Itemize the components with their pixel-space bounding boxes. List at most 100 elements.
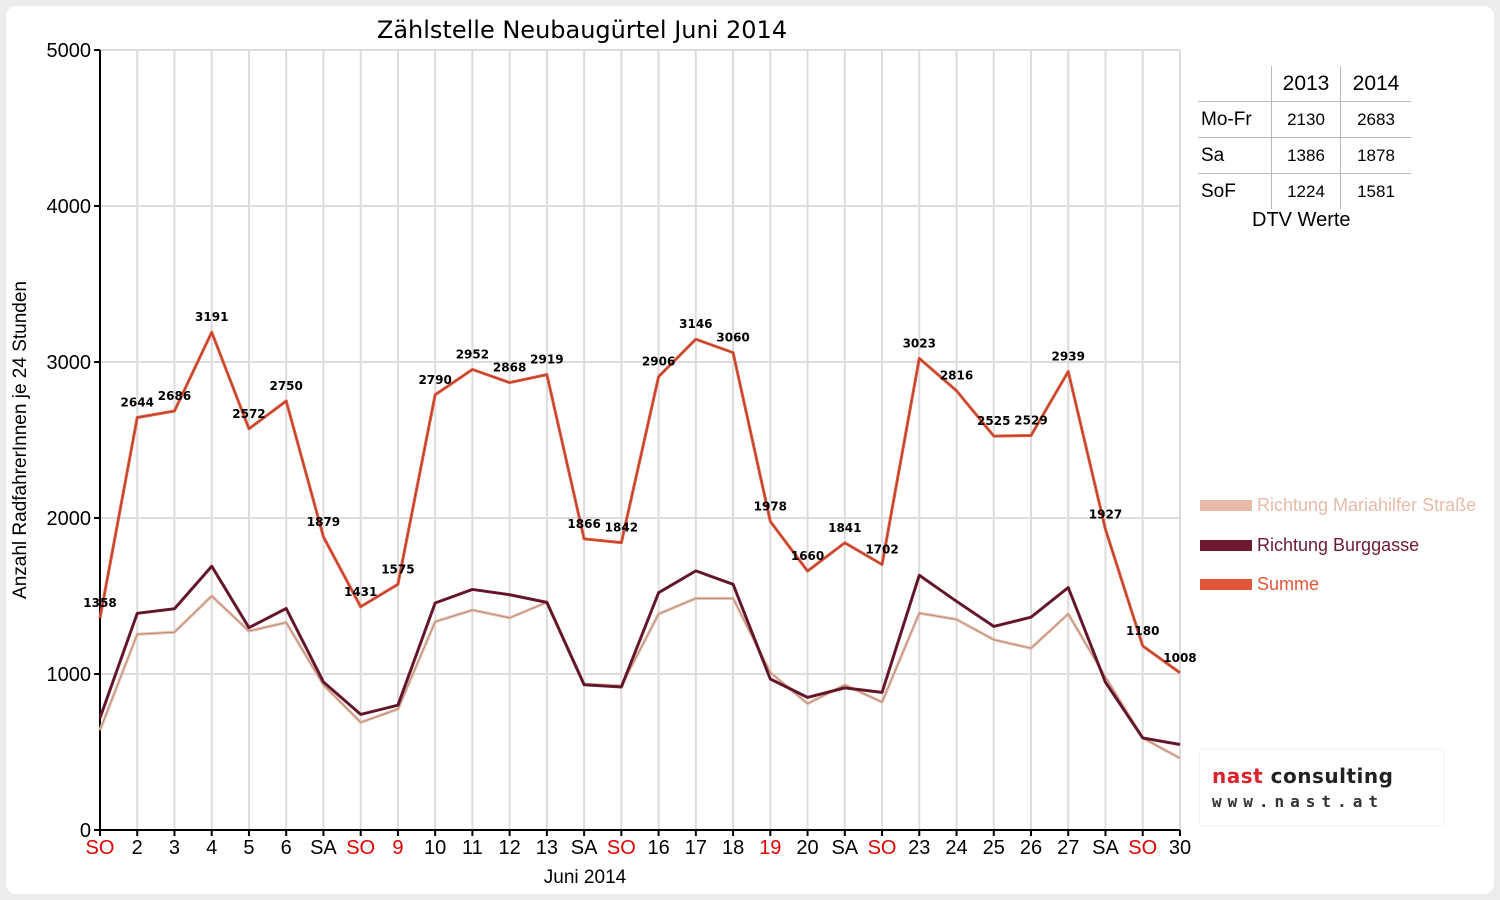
data-label: 1866 xyxy=(567,517,600,531)
data-label: 3146 xyxy=(679,317,712,331)
dtv-row-label: Sa xyxy=(1198,137,1272,174)
y-tick-label: 1000 xyxy=(47,664,92,686)
dtv-row: Mo-Fr 2130 2683 xyxy=(1198,101,1411,138)
series-lines xyxy=(98,330,1181,760)
data-label: 2790 xyxy=(418,373,451,387)
data-label: 1180 xyxy=(1126,624,1159,638)
y-tick-label: 2000 xyxy=(47,508,92,530)
dtv-cell: 2130 xyxy=(1271,101,1341,138)
data-label: 2525 xyxy=(977,414,1010,428)
data-label: 1431 xyxy=(344,585,377,599)
data-label: 2868 xyxy=(493,361,526,375)
dtv-row-label: Mo-Fr xyxy=(1198,101,1272,138)
dtv-cell: 1581 xyxy=(1340,173,1411,209)
x-tick-label: 3 xyxy=(169,837,180,859)
axes xyxy=(99,50,1180,831)
x-tick-label: 25 xyxy=(983,837,1005,859)
x-tick-label: SO xyxy=(346,837,375,859)
dtv-cell: 1386 xyxy=(1271,137,1341,174)
x-tick-label: 12 xyxy=(499,837,521,859)
company-logo: nast consulting www.nast.at xyxy=(1200,750,1443,825)
data-labels: 1358 2644 2686 3191 2572 2750 1879 1431 1575 2790… xyxy=(83,310,1196,665)
data-label: 1978 xyxy=(754,499,787,513)
series-line-0 xyxy=(98,594,1181,760)
x-tick-label: 9 xyxy=(392,837,403,859)
dtv-header-2014: 2014 xyxy=(1340,66,1411,102)
dtv-header-2013: 2013 xyxy=(1271,66,1341,102)
dtv-row-label: SoF xyxy=(1201,180,1236,202)
dtv-cell: 2683 xyxy=(1340,101,1411,138)
x-tick-label: 26 xyxy=(1020,837,1042,859)
data-label: 3023 xyxy=(903,336,936,350)
data-label: 1702 xyxy=(865,542,898,556)
dtv-row: SoF 1224 1581 xyxy=(1198,173,1411,209)
legend: Richtung Mariahilfer Straße Richtung Bur… xyxy=(1200,495,1476,594)
x-tick-label: 5 xyxy=(243,837,254,859)
x-tick-label: 19 xyxy=(759,837,781,859)
x-tick-label: SO xyxy=(607,837,636,859)
x-axis-label: Juni 2014 xyxy=(544,867,627,888)
y-tick-label: 3000 xyxy=(47,352,92,374)
x-tick-label: 2 xyxy=(132,837,143,859)
x-tick-label: SO xyxy=(1128,837,1157,859)
x-tick-label: SA xyxy=(1092,837,1119,859)
data-label: 1841 xyxy=(828,521,861,535)
series-line-edge-0 xyxy=(99,595,1181,759)
legend-label-burggasse: Richtung Burggasse xyxy=(1257,535,1419,555)
data-label: 3060 xyxy=(716,331,749,345)
legend-swatch-mariahilfer xyxy=(1200,500,1252,511)
grid xyxy=(100,49,1181,830)
x-tick-label: 30 xyxy=(1169,837,1191,859)
data-label: 1575 xyxy=(381,562,414,576)
x-tick-label: 23 xyxy=(908,837,930,859)
x-ticks: SO 2 3 4 5 6 SA SO 9 10 11 12 13 SA SO 16 17 18 19 20 SA SO 23… xyxy=(86,830,1191,859)
x-tick-label: 18 xyxy=(722,837,744,859)
data-label: 2686 xyxy=(158,389,191,403)
x-tick-label: 11 xyxy=(462,837,483,859)
y-tick-label: 0 xyxy=(80,820,91,842)
series-line-edge-2 xyxy=(99,331,1181,673)
dtv-corner xyxy=(1198,66,1272,102)
x-tick-label: 6 xyxy=(281,837,292,859)
series-line-1 xyxy=(98,564,1181,746)
chart-title: Zählstelle Neubaugürtel Juni 2014 xyxy=(377,16,787,44)
data-label: 2906 xyxy=(642,355,675,369)
legend-swatch-burggasse xyxy=(1200,540,1252,551)
x-tick-label: SA xyxy=(831,837,858,859)
y-tick-label: 4000 xyxy=(47,196,92,218)
data-label: 1927 xyxy=(1089,507,1122,521)
x-tick-label: SA xyxy=(571,837,598,859)
series-line-2 xyxy=(98,330,1181,674)
x-tick-label: 13 xyxy=(536,837,558,859)
dtv-cell: 1878 xyxy=(1340,137,1411,174)
y-ticks: 0 1000 2000 3000 4000 5000 xyxy=(47,40,100,842)
data-label: 1879 xyxy=(307,515,340,529)
legend-swatch-summe xyxy=(1200,579,1252,590)
logo-name-rest: consulting xyxy=(1263,764,1394,788)
x-tick-label: 4 xyxy=(206,837,217,859)
dtv-cell: 1224 xyxy=(1271,173,1341,209)
data-label: 2750 xyxy=(269,379,302,393)
dtv-caption: DTV Werte xyxy=(1252,209,1351,231)
data-label: 2919 xyxy=(530,353,563,367)
data-label: 1842 xyxy=(605,521,638,535)
data-label: 1660 xyxy=(791,549,824,563)
x-tick-label: 24 xyxy=(945,837,967,859)
data-label: 1008 xyxy=(1163,651,1196,665)
x-tick-label: SO xyxy=(868,837,897,859)
data-label: 3191 xyxy=(195,310,228,324)
legend-label-summe: Summe xyxy=(1257,574,1319,594)
y-axis-label: Anzahl RadfahrerInnen je 24 Stunden xyxy=(10,281,31,599)
data-label: 2939 xyxy=(1052,350,1085,364)
logo-name-accent: nast xyxy=(1212,764,1264,788)
data-label: 2952 xyxy=(456,347,489,361)
logo-name: nast consulting xyxy=(1212,764,1393,788)
x-tick-label: 16 xyxy=(647,837,669,859)
data-label: 2816 xyxy=(940,369,973,383)
data-label: 1358 xyxy=(83,596,116,610)
x-tick-label: 10 xyxy=(424,837,446,859)
dtv-row: Sa 1386 1878 xyxy=(1198,137,1411,174)
y-tick-label: 5000 xyxy=(47,40,92,62)
x-tick-label: 20 xyxy=(796,837,818,859)
